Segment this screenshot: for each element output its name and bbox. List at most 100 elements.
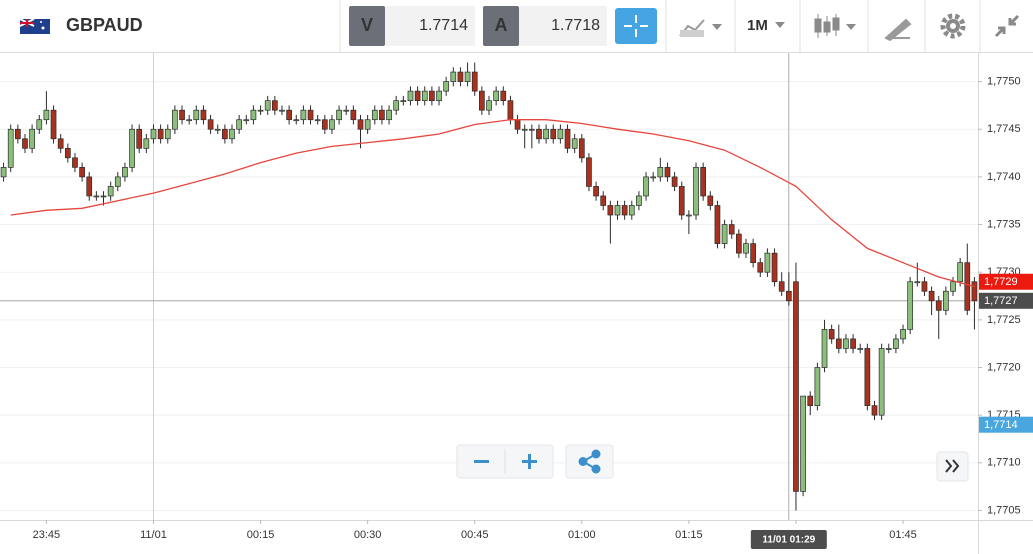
candle-body-down — [964, 262, 971, 311]
scroll-end-button[interactable] — [936, 451, 969, 482]
candle-body-up — [943, 290, 949, 311]
candle-body-up — [800, 395, 806, 492]
bid-button[interactable] — [349, 6, 385, 46]
candle-body-up — [314, 119, 321, 122]
bid-label: V — [361, 15, 373, 35]
candle-body-down — [807, 395, 814, 406]
candle-body-down — [64, 147, 71, 159]
y-tick-label: 1,7740 — [987, 171, 1021, 183]
crosshair-button[interactable] — [615, 8, 657, 44]
candle-body-down — [935, 300, 942, 311]
candle-body-down — [222, 128, 228, 140]
collapse-button[interactable] — [994, 14, 1020, 38]
candle-body-down — [850, 338, 856, 349]
zoom-in[interactable] — [522, 454, 537, 469]
share-icon — [578, 449, 601, 474]
bid-price: 1.7714 — [419, 17, 468, 34]
candle-body-up — [122, 167, 128, 178]
candle-body-down — [757, 262, 764, 273]
candle-body-down — [871, 405, 878, 416]
candle-body-up — [543, 128, 549, 140]
candle-body-up — [229, 128, 235, 140]
candle-body-up — [293, 119, 300, 122]
zoom-controls — [456, 444, 969, 482]
candle-type-button[interactable] — [814, 14, 856, 38]
y-tick-label: 1,7720 — [987, 361, 1021, 373]
candle-body-up — [528, 128, 535, 131]
candle-body-up — [36, 119, 43, 130]
candle-body-down — [14, 128, 21, 140]
candle-body-down — [828, 329, 835, 340]
candle-body-up — [364, 119, 371, 130]
candle-body-up — [336, 109, 342, 121]
candle-body-down — [700, 167, 707, 197]
candle-body-up — [657, 167, 664, 178]
candle-body-down — [678, 186, 685, 216]
candle-body-down — [578, 138, 585, 159]
candle-body-down — [271, 100, 278, 111]
candle-body-up — [814, 367, 821, 406]
candle-body-up — [878, 348, 885, 416]
candle-body-up — [172, 109, 178, 130]
y-tick-label: 1,7705 — [987, 504, 1021, 516]
candle-body-down — [457, 71, 464, 82]
candle-body-up — [421, 90, 428, 102]
candle-body-down — [600, 195, 607, 206]
ask-button[interactable] — [483, 6, 519, 46]
candle-body-up — [329, 119, 335, 130]
y-tick-label: 1,7725 — [987, 314, 1021, 326]
bid-field[interactable] — [385, 6, 475, 46]
candle-body-down — [471, 71, 478, 92]
ask-label: A — [495, 15, 508, 35]
candle-body-down — [157, 128, 164, 140]
candle-body-down — [136, 128, 143, 149]
candle-body-down — [564, 128, 571, 149]
candle-body-down — [57, 138, 64, 149]
x-tick-label: 01:45 — [889, 529, 917, 541]
candle-body-down — [86, 176, 93, 197]
candle-body-up — [950, 281, 956, 292]
candle-body-up — [900, 329, 906, 340]
candle-body-down — [50, 109, 57, 140]
candle-body-up — [614, 205, 621, 216]
draw-button[interactable] — [884, 18, 912, 42]
candle-body-down — [736, 233, 742, 254]
candle-body-down — [507, 100, 514, 121]
candle-body-down — [593, 186, 599, 197]
ask-price: 1.7718 — [551, 17, 600, 34]
candle-body-up — [400, 100, 407, 103]
crosshair-value-label: 1,7714 — [984, 419, 1018, 431]
candle-body-down — [785, 290, 792, 302]
x-tick-label: 01:15 — [675, 529, 703, 541]
share-button[interactable] — [565, 444, 614, 479]
chart-type-button[interactable] — [679, 19, 722, 37]
candle-body-up — [643, 176, 649, 197]
candle-body-up — [636, 195, 642, 206]
candle-body-down — [750, 243, 756, 264]
candle-body-up — [114, 176, 121, 187]
candle-body-up — [0, 167, 7, 178]
candle-body-up — [957, 262, 964, 283]
timeframe[interactable]: 1M — [747, 17, 768, 34]
candle-body-up — [521, 128, 528, 131]
candle-body-up — [628, 205, 635, 216]
ask-field[interactable] — [519, 6, 607, 46]
candle-body-down — [607, 205, 614, 216]
flag — [19, 18, 50, 34]
candle-body-up — [343, 109, 350, 112]
candle-body-down — [414, 90, 421, 102]
candle-body-up — [164, 128, 171, 140]
candle-body-up — [107, 186, 114, 197]
candle-body-up — [186, 119, 193, 122]
candle-body-up — [100, 195, 107, 198]
candle-body-up — [857, 348, 864, 350]
candle-body-down — [479, 90, 485, 111]
candle-body-down — [321, 119, 328, 130]
settings-button[interactable] — [940, 13, 966, 39]
candle-body-down — [771, 252, 778, 283]
candle-body-down — [514, 119, 521, 130]
candle-body-up — [686, 214, 692, 217]
candle-body-up — [193, 109, 200, 121]
candle-body-up — [885, 348, 892, 350]
candle-body-up — [464, 71, 471, 82]
